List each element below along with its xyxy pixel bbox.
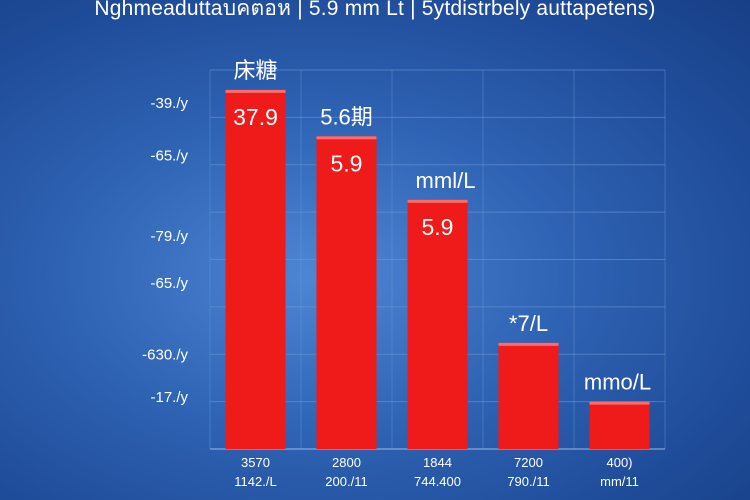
y-tick-label: -630./y [142, 346, 188, 363]
bar-top-edge [498, 342, 559, 346]
x-tick-label: 2800 [332, 455, 361, 470]
bar-top-edge [589, 401, 650, 405]
x-tick-sublabel: mm/11 [600, 474, 639, 489]
x-tick-label: 3570 [241, 455, 270, 470]
bars [225, 89, 650, 450]
y-axis-ticks: -39./y -65./y -79./y -65./y -630./y -17./y [142, 95, 188, 406]
y-tick-label: -17./y [150, 389, 188, 406]
x-tick-label: 400) [606, 455, 632, 470]
y-tick-label: -79./y [150, 228, 188, 245]
bar-value-label: 5.9 [422, 214, 454, 240]
bar-top-edge [316, 136, 377, 140]
x-tick-label: 1844 [423, 455, 452, 470]
bar-annotation: mml/L [416, 168, 476, 193]
bar [225, 89, 286, 450]
y-tick-label: -65./y [150, 275, 188, 292]
x-tick-sublabel: 200./11 [325, 474, 367, 489]
bar-value-label: 5.9 [331, 150, 363, 176]
chart-title: Nghmeaduttaบคตอห | 5.9 mm Lt | 5ytdistrb… [94, 0, 656, 20]
bar-top-edge [225, 89, 286, 93]
bar-annotation: *7/L [509, 311, 548, 336]
x-tick-sublabel: 744.400 [414, 474, 461, 489]
bar-labels: 37.9 5.9 5.9 [233, 104, 453, 240]
bar-top-edge [407, 199, 468, 203]
y-tick-label: -39./y [150, 95, 188, 112]
bar-annotation: mmo/L [584, 370, 651, 395]
bar-value-label: 37.9 [233, 104, 278, 130]
x-tick-label: 7200 [514, 455, 543, 470]
x-axis-ticks: 3570 1142./L 2800 200./11 1844 744.400 7200 790… [234, 455, 639, 489]
bar-annotation: 5.6期 [320, 104, 373, 129]
bar [407, 199, 468, 449]
y-tick-label: -65./y [150, 147, 188, 164]
x-tick-sublabel: 790./11 [507, 474, 549, 489]
bar-annotation: 床糖 [233, 58, 277, 83]
bar [316, 136, 377, 449]
annotations: 床糖 5.6期 mml/L *7/L mmo/L [233, 58, 651, 395]
bar [498, 342, 559, 449]
x-tick-sublabel: 1142./L [234, 474, 276, 489]
bar [589, 401, 650, 449]
